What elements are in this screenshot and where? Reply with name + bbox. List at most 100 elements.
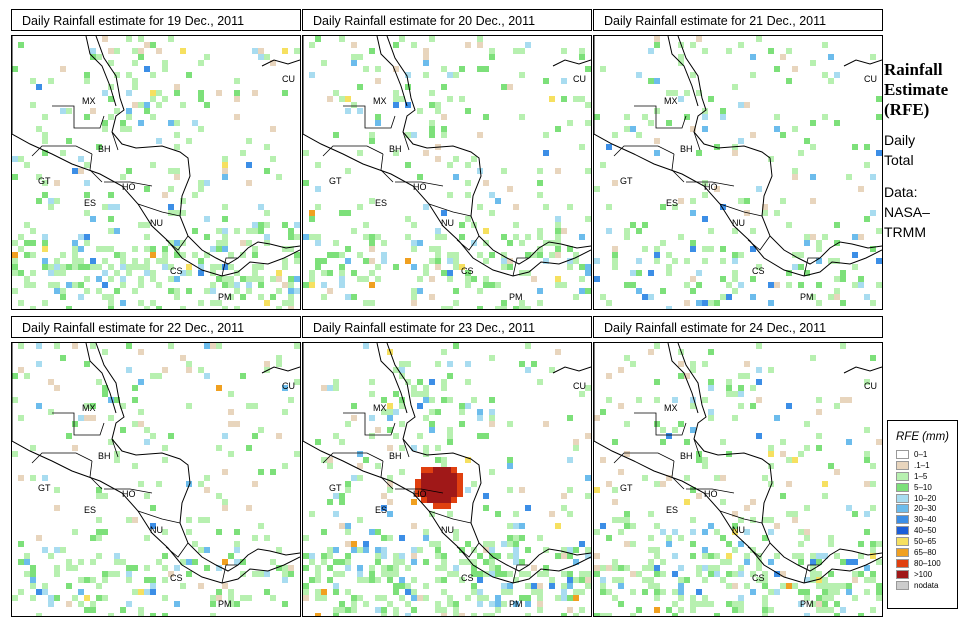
rain-cell <box>102 571 108 577</box>
rain-cell <box>138 607 144 613</box>
rain-cell <box>234 288 240 294</box>
rain-cell <box>12 258 18 264</box>
rain-cell <box>393 559 399 565</box>
rain-cell <box>162 66 168 72</box>
coastline <box>552 59 591 67</box>
rain-cell <box>600 577 606 583</box>
rain-cell <box>459 577 465 583</box>
rain-cell <box>108 60 114 66</box>
rain-cell <box>618 367 624 373</box>
rain-cell <box>108 114 114 120</box>
rain-cell <box>102 204 108 210</box>
rain-cell <box>507 535 513 541</box>
rain-cell <box>252 48 258 54</box>
rain-cell <box>453 565 459 571</box>
rain-cell <box>339 270 345 276</box>
rain-cell <box>642 294 648 300</box>
rain-cell <box>174 174 180 180</box>
rain-cell <box>660 204 666 210</box>
rain-cell <box>708 349 714 355</box>
rain-cell <box>654 583 660 589</box>
rain-cell <box>816 601 822 607</box>
rain-cell <box>714 553 720 559</box>
rain-cell <box>654 523 660 529</box>
rain-cell <box>303 553 309 559</box>
rain-cell <box>567 415 573 421</box>
rain-cell <box>228 409 234 415</box>
rain-cell <box>756 264 762 270</box>
rain-cell <box>144 535 150 541</box>
rain-cell <box>114 288 120 294</box>
rain-cell <box>270 60 276 66</box>
rain-cell <box>696 270 702 276</box>
rain-cell <box>393 42 399 48</box>
rain-cell <box>417 174 423 180</box>
rain-cell <box>108 228 114 234</box>
rain-cell <box>411 222 417 228</box>
rain-cell <box>270 559 276 565</box>
rain-cell <box>24 571 30 577</box>
rain-cell <box>321 553 327 559</box>
rain-cell <box>579 577 585 583</box>
rain-cell <box>720 475 726 481</box>
rain-cell <box>96 379 102 385</box>
rain-cell <box>339 601 345 607</box>
rain-cell <box>411 42 417 48</box>
rain-cell <box>441 397 447 403</box>
rain-cell <box>48 204 54 210</box>
rain-cell <box>288 306 294 309</box>
rain-cell <box>24 282 30 288</box>
rain-cell <box>186 571 192 577</box>
rain-cell <box>579 391 585 397</box>
rain-cell <box>573 589 579 595</box>
rain-cell <box>234 529 240 535</box>
rain-cell <box>457 485 463 491</box>
rain-cell <box>216 493 222 499</box>
rain-cell <box>48 198 54 204</box>
rain-cell <box>48 595 54 601</box>
rain-cell <box>210 288 216 294</box>
rain-cell <box>132 288 138 294</box>
rain-cell <box>156 138 162 144</box>
rain-cell <box>72 565 78 571</box>
rain-cell <box>126 90 132 96</box>
rain-cell <box>513 541 519 547</box>
rain-cell <box>42 589 48 595</box>
rain-cell <box>108 246 114 252</box>
legend-item: 50–65 <box>888 536 957 547</box>
rain-cell <box>702 361 708 367</box>
rain-cell <box>234 547 240 553</box>
rain-cell <box>660 529 666 535</box>
rain-cell <box>690 397 696 403</box>
rain-cell <box>333 252 339 258</box>
rain-cell <box>369 391 375 397</box>
rain-cell <box>648 583 654 589</box>
rain-cell <box>126 264 132 270</box>
rain-cell <box>567 457 573 463</box>
rain-cell <box>234 114 240 120</box>
title-line: Rainfall <box>884 60 943 79</box>
rain-cell <box>708 246 714 252</box>
rain-cell <box>594 258 600 264</box>
rain-cell <box>828 583 834 589</box>
rain-cell <box>264 168 270 174</box>
rain-cell <box>246 228 252 234</box>
rain-cell <box>186 270 192 276</box>
rainfall-map-panel: Daily Rainfall estimate for 21 Dec., 201… <box>593 9 883 310</box>
rain-cell <box>102 391 108 397</box>
country-label: GT <box>38 176 51 186</box>
rain-cell <box>501 300 507 306</box>
rain-cell <box>423 48 429 54</box>
rain-cell <box>411 294 417 300</box>
rain-cell <box>433 479 439 485</box>
rain-cell <box>439 485 445 491</box>
rain-cell <box>654 481 660 487</box>
rain-cell <box>162 367 168 373</box>
rain-cell <box>489 282 495 288</box>
rain-cell <box>600 613 606 616</box>
rain-cell <box>822 481 828 487</box>
rain-cell <box>84 192 90 198</box>
rain-cell <box>822 114 828 120</box>
rain-cell <box>375 559 381 565</box>
rain-cell <box>439 503 445 509</box>
